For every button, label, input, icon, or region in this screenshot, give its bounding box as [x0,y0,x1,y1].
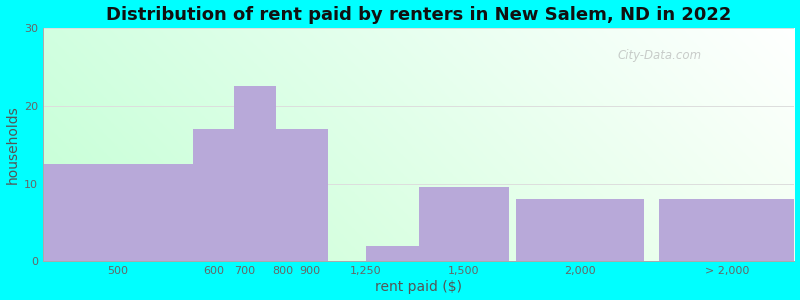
Bar [366,246,418,261]
Y-axis label: households: households [6,105,19,184]
Bar [234,86,276,261]
Bar [418,188,509,261]
Bar [516,199,644,261]
Bar [193,129,234,261]
Bar [276,129,328,261]
Bar [659,199,794,261]
Title: Distribution of rent paid by renters in New Salem, ND in 2022: Distribution of rent paid by renters in … [106,6,731,24]
Bar [42,164,193,261]
Text: City-Data.com: City-Data.com [617,50,701,62]
X-axis label: rent paid ($): rent paid ($) [375,280,462,294]
